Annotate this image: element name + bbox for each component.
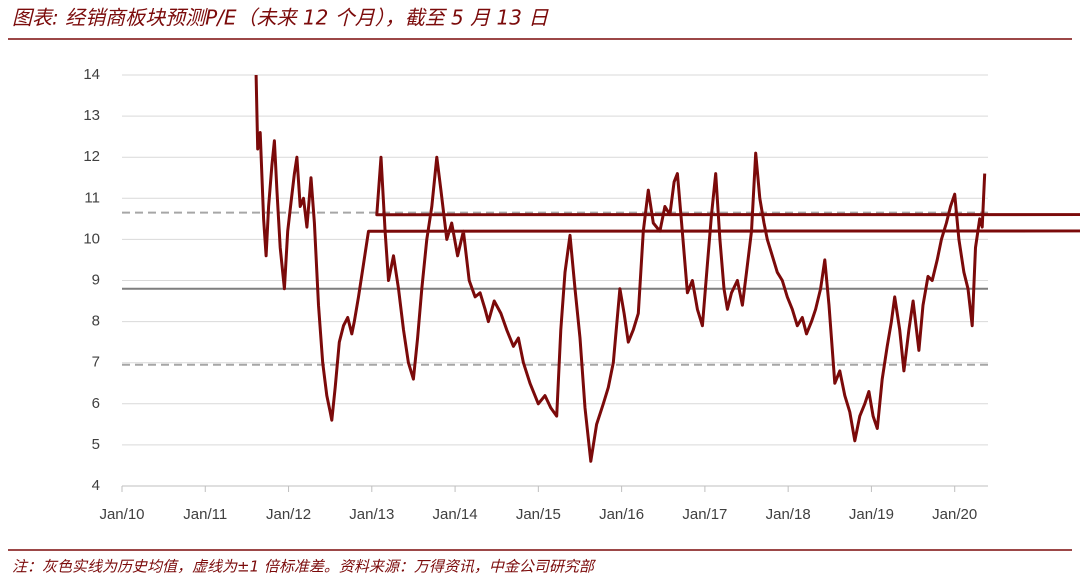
y-tick-label: 7 bbox=[92, 354, 100, 371]
y-tick-label: 14 bbox=[83, 66, 100, 83]
x-tick-label: Jan/20 bbox=[932, 506, 977, 523]
y-tick-label: 5 bbox=[92, 436, 100, 453]
x-tick-label: Jan/18 bbox=[766, 506, 811, 523]
y-tick-label: 12 bbox=[83, 148, 100, 165]
x-tick-label: Jan/17 bbox=[682, 506, 727, 523]
y-tick-label: 13 bbox=[83, 107, 100, 124]
x-tick-label: Jan/12 bbox=[266, 506, 311, 523]
y-tick-label: 11 bbox=[84, 189, 100, 206]
footnote: 注：灰色实线为历史均值，虚线为±1 倍标准差。资料来源：万得资讯，中金公司研究部 bbox=[12, 558, 597, 576]
x-tick-label: Jan/15 bbox=[516, 506, 561, 523]
y-tick-label: 6 bbox=[92, 395, 100, 412]
chart-title: 图表: 经销商板块预测P/E（未来 12 个月），截至 5 月 13 日 bbox=[12, 6, 549, 30]
x-tick-label: Jan/10 bbox=[99, 506, 144, 523]
y-tick-label: 9 bbox=[92, 271, 100, 288]
x-tick-label: Jan/19 bbox=[849, 506, 894, 523]
y-tick-label: 10 bbox=[83, 230, 100, 247]
x-tick-label: Jan/11 bbox=[183, 506, 227, 523]
data-line bbox=[254, 74, 1080, 463]
x-tick-label: Jan/16 bbox=[599, 506, 644, 523]
x-tick-label: Jan/14 bbox=[433, 506, 478, 523]
y-tick-label: 8 bbox=[92, 313, 100, 330]
y-tick-label: 4 bbox=[92, 477, 100, 494]
x-tick-label: Jan/13 bbox=[349, 506, 394, 523]
